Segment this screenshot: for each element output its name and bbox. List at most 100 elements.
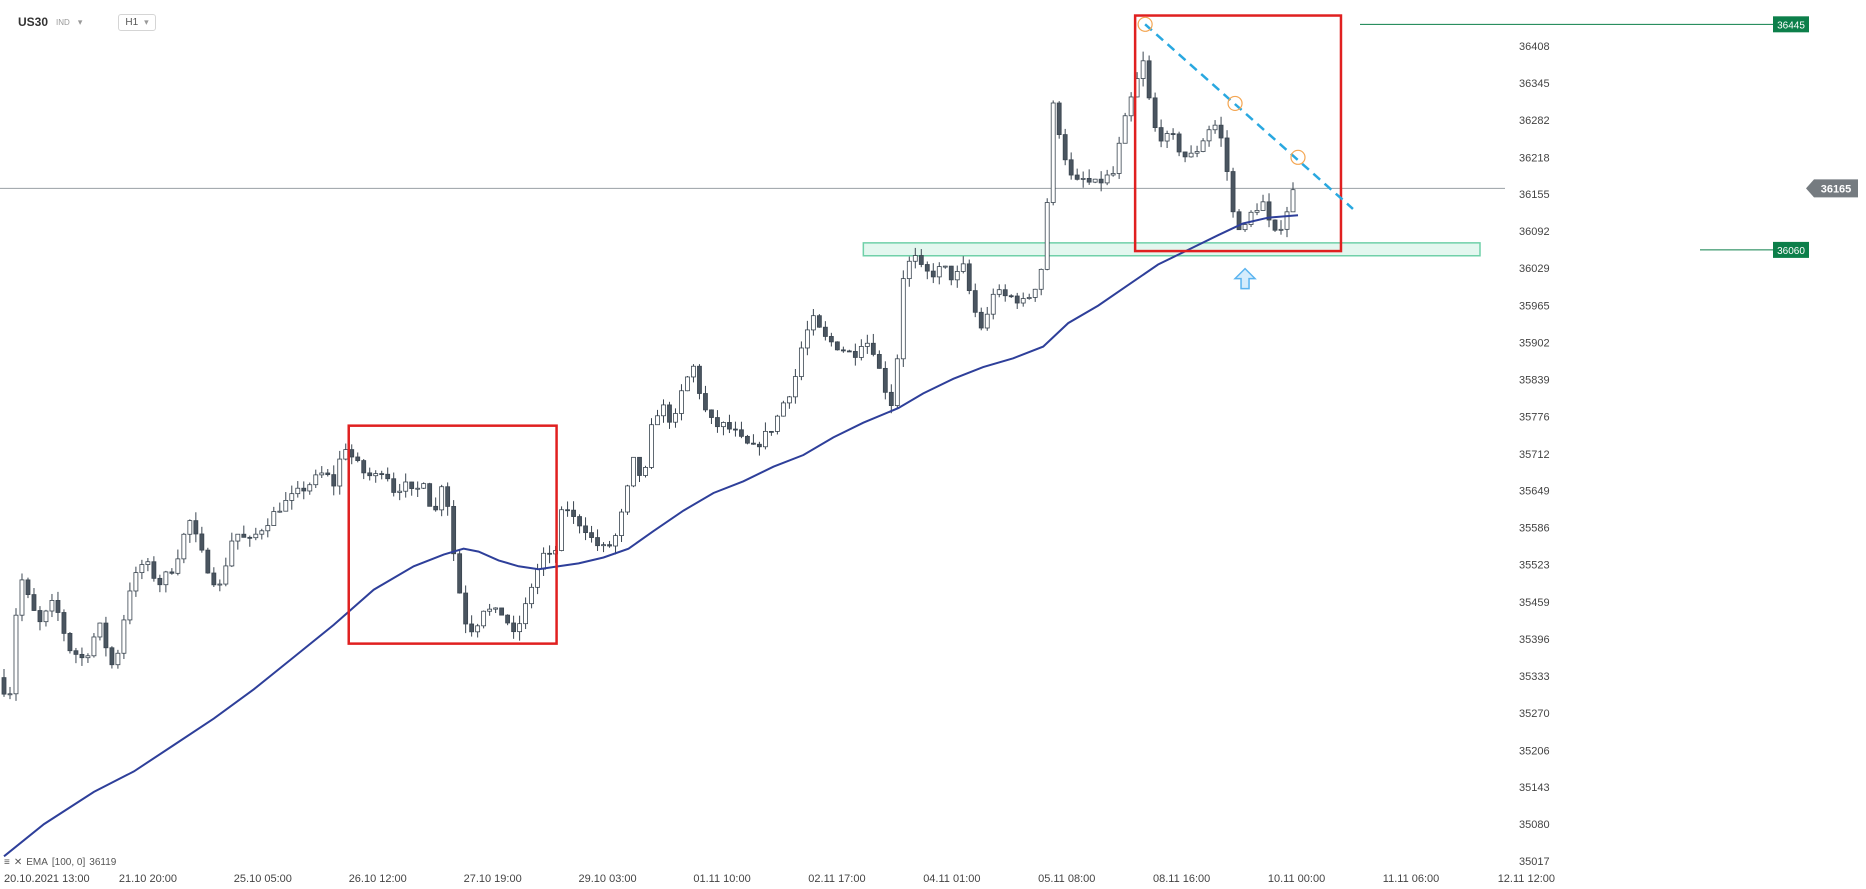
ema-layer — [3, 214, 1299, 858]
candle-body — [1104, 174, 1110, 184]
candle-body — [517, 623, 523, 633]
candle-body — [85, 655, 91, 659]
candle-body — [241, 533, 247, 538]
candle-body — [798, 347, 804, 377]
candle-body — [894, 358, 900, 406]
ema-label: EMA — [26, 857, 48, 868]
candle-body — [990, 293, 996, 315]
candle-body — [433, 505, 439, 511]
price-label-text: 36060 — [1777, 246, 1805, 257]
candle-body — [1254, 210, 1260, 213]
timeframe-selector[interactable]: H1 ▾ — [118, 13, 156, 31]
candle-body — [247, 536, 253, 539]
candle-body — [439, 486, 445, 511]
candle-body — [1230, 171, 1236, 213]
y-tick-label: 35839 — [1519, 374, 1550, 386]
candle-body — [79, 653, 85, 659]
x-tick-label: 21.10 20:00 — [119, 873, 177, 885]
ema-legend: ≡ ✕ EMA [100, 0] 36119 — [4, 857, 116, 868]
candle-body — [271, 511, 277, 526]
candle-body — [846, 350, 852, 353]
candle-body — [733, 428, 738, 431]
candle-body — [1122, 115, 1128, 144]
candle-body — [13, 614, 19, 695]
x-tick-label: 27.10 19:00 — [464, 873, 522, 885]
candle-body — [906, 260, 912, 280]
candle-body — [1116, 142, 1122, 174]
candle-body — [349, 449, 355, 458]
candle-body — [1242, 224, 1248, 231]
candle-body — [121, 619, 127, 654]
candle-body — [715, 417, 720, 428]
y-tick-label: 35523 — [1519, 560, 1550, 572]
candle-body — [1224, 137, 1230, 172]
candles-layer — [1, 51, 1296, 701]
y-tick-label: 35712 — [1519, 449, 1550, 461]
candle-body — [1092, 178, 1098, 183]
candle-body — [1272, 219, 1278, 231]
candle-body — [7, 693, 13, 696]
x-axis: 20.10.2021 13:00 21.10 20:00 25.10 05:00 26… — [4, 873, 1555, 885]
candle-body — [469, 623, 475, 633]
candle-body — [577, 516, 582, 527]
candle-body — [289, 493, 295, 501]
settings-icon[interactable]: ≡ — [4, 857, 10, 868]
candle-body — [918, 255, 924, 265]
candle-body — [583, 525, 588, 534]
candle-body — [505, 614, 511, 624]
symbol-selector[interactable]: US30 — [18, 15, 49, 29]
support-zone — [862, 242, 1481, 257]
candle-body — [667, 404, 672, 423]
x-tick-label: 25.10 05:00 — [234, 873, 292, 885]
candle-body — [367, 472, 373, 477]
candle-body — [109, 647, 115, 666]
candle-body — [115, 652, 121, 666]
candle-body — [499, 607, 505, 616]
candle-body — [1182, 151, 1188, 158]
candle-body — [1008, 295, 1014, 298]
candle-body — [559, 509, 564, 551]
candle-body — [637, 456, 642, 476]
candle-body — [619, 511, 624, 536]
candle-body — [217, 583, 223, 586]
candle-body — [415, 487, 421, 490]
candle-body — [745, 435, 750, 444]
candle-body — [91, 636, 97, 657]
candle-body — [972, 290, 978, 313]
candle-body — [343, 449, 349, 460]
price-label-box — [1773, 16, 1809, 33]
x-tick-label: 02.11 17:00 — [808, 873, 865, 885]
candle-body — [984, 313, 990, 329]
candle-body — [631, 456, 636, 487]
candle-body — [613, 535, 618, 547]
candle-body — [685, 376, 690, 392]
candle-body — [792, 376, 798, 398]
candle-body — [822, 326, 828, 337]
x-tick-label: 26.10 12:00 — [349, 873, 407, 885]
candle-body — [679, 390, 684, 414]
candle-body — [1002, 289, 1008, 297]
chevron-down-icon[interactable]: ▾ — [77, 16, 83, 27]
candle-body — [313, 474, 319, 486]
trendline — [1144, 23, 1354, 210]
candle-body — [403, 481, 409, 492]
candle-body — [1020, 298, 1026, 304]
ema-params: [100, 0] — [51, 857, 86, 868]
candle-body — [25, 579, 31, 595]
close-icon[interactable]: ✕ — [13, 857, 23, 868]
candle-body — [810, 315, 816, 331]
candle-body — [888, 391, 894, 406]
timeframe-label: H1 — [125, 16, 139, 28]
candle-body — [721, 422, 726, 428]
swing-high-marker — [1290, 149, 1306, 165]
candle-body — [307, 484, 313, 492]
candle-body — [451, 506, 457, 555]
candle-body — [493, 607, 499, 610]
candle-body — [31, 594, 37, 611]
candle-body — [601, 544, 606, 547]
candle-body — [547, 552, 552, 555]
candle-body — [727, 422, 732, 430]
candle-body — [954, 271, 960, 281]
x-tick-label: 10.11 00:00 — [1268, 873, 1325, 885]
